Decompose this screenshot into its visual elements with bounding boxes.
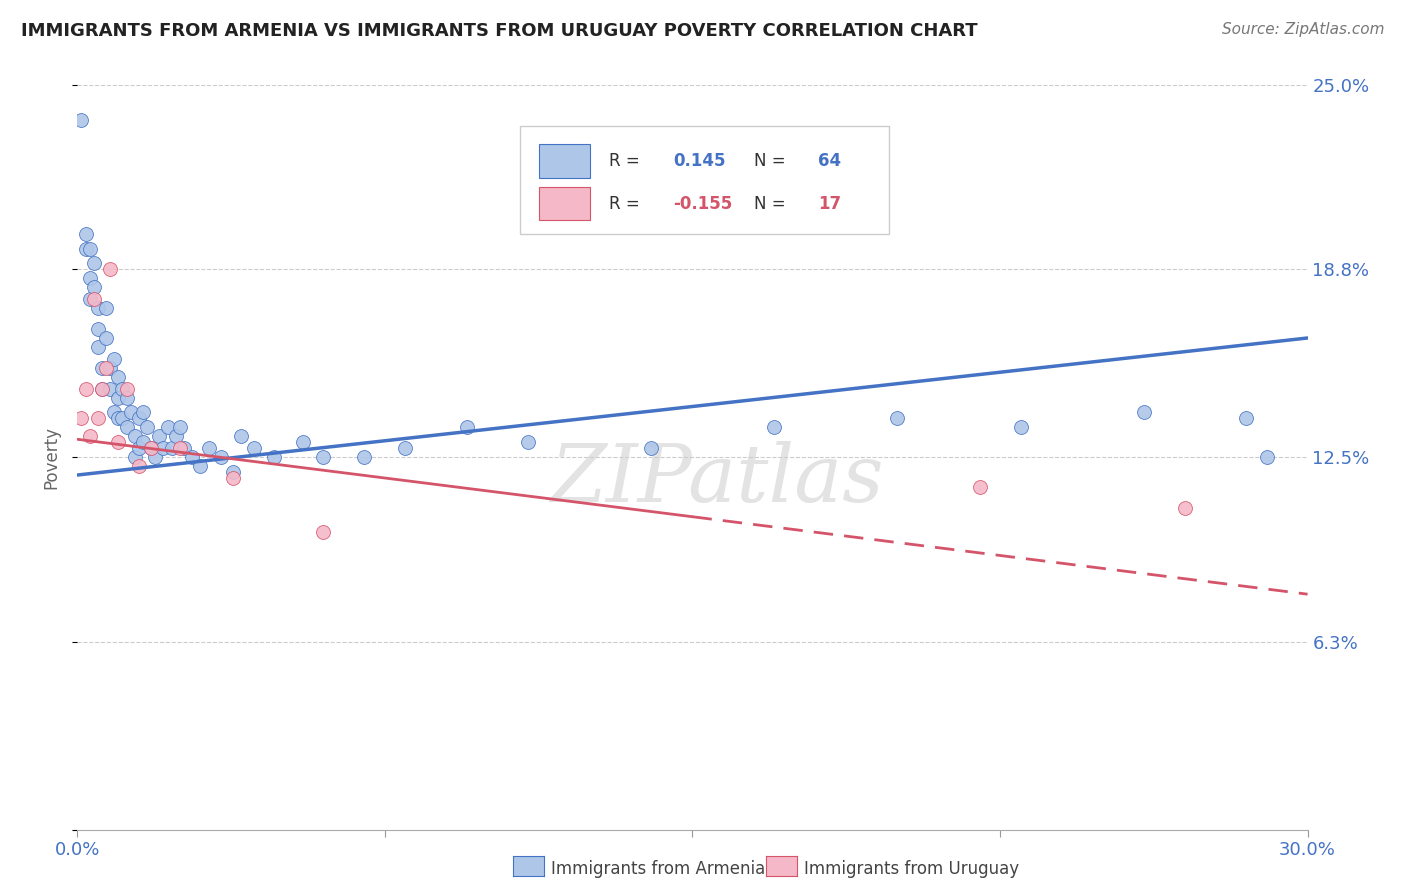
Point [128, 411, 150, 425]
Bar [538, 145, 591, 178]
Point [98, 360, 121, 375]
Point [115, 382, 138, 396]
Point [160, 441, 183, 455]
Point [156, 420, 179, 434]
Point [353, 450, 375, 464]
Point [291, 435, 314, 450]
Point [79, 429, 101, 443]
Point [75, 382, 97, 396]
Point [107, 391, 129, 405]
Point [152, 441, 174, 455]
Point [107, 435, 129, 450]
Point [124, 429, 146, 443]
Point [107, 411, 129, 425]
Point [75, 227, 97, 241]
Point [969, 480, 991, 494]
Text: 0.145: 0.145 [673, 153, 725, 170]
Point [1010, 420, 1032, 434]
Point [79, 242, 101, 256]
Point [1174, 500, 1197, 515]
Point [70, 113, 93, 128]
Point [103, 351, 125, 366]
Point [132, 435, 155, 450]
Point [173, 441, 195, 455]
Point [70, 411, 93, 425]
Text: Immigrants from Uruguay: Immigrants from Uruguay [804, 860, 1019, 878]
Point [90, 382, 114, 396]
Point [169, 420, 191, 434]
Text: IMMIGRANTS FROM ARMENIA VS IMMIGRANTS FROM URUGUAY POVERTY CORRELATION CHART: IMMIGRANTS FROM ARMENIA VS IMMIGRANTS FR… [21, 22, 977, 40]
Point [87, 322, 110, 336]
Bar [538, 186, 591, 220]
Point [1256, 450, 1278, 464]
Point [222, 465, 245, 479]
Point [83, 280, 105, 294]
Text: R =: R = [609, 195, 645, 213]
Point [188, 459, 212, 474]
Point [640, 441, 662, 455]
Point [128, 459, 150, 474]
Point [763, 420, 786, 434]
Point [79, 292, 101, 306]
Point [128, 441, 150, 455]
Point [222, 471, 245, 485]
Point [98, 382, 121, 396]
Point [517, 435, 540, 450]
Point [312, 450, 335, 464]
Point [90, 382, 114, 396]
Point [1234, 411, 1257, 425]
Point [242, 441, 264, 455]
Point [83, 256, 105, 270]
Point [87, 301, 110, 316]
Y-axis label: Poverty: Poverty [42, 425, 60, 489]
Text: 64: 64 [818, 153, 841, 170]
Text: -0.155: -0.155 [673, 195, 733, 213]
Point [141, 441, 163, 455]
Point [79, 271, 101, 285]
Point [312, 524, 335, 539]
Point [87, 340, 110, 354]
Text: N =: N = [754, 153, 790, 170]
Text: R =: R = [609, 153, 645, 170]
Point [197, 441, 219, 455]
Point [165, 429, 187, 443]
Text: N =: N = [754, 195, 790, 213]
Point [263, 450, 285, 464]
Point [132, 405, 155, 419]
Point [83, 292, 105, 306]
Point [111, 411, 134, 425]
Text: Source: ZipAtlas.com: Source: ZipAtlas.com [1222, 22, 1385, 37]
Point [394, 441, 416, 455]
Point [148, 429, 170, 443]
Point [136, 420, 159, 434]
Point [94, 301, 117, 316]
Point [456, 420, 478, 434]
Point [103, 405, 125, 419]
Point [111, 382, 134, 396]
Point [94, 360, 117, 375]
Point [231, 429, 253, 443]
Point [886, 411, 908, 425]
Text: 17: 17 [818, 195, 841, 213]
Point [143, 450, 166, 464]
Point [107, 369, 129, 384]
Point [141, 441, 163, 455]
Point [87, 411, 110, 425]
Point [75, 242, 97, 256]
Point [115, 420, 138, 434]
Point [124, 450, 146, 464]
Point [94, 331, 117, 345]
Point [169, 441, 191, 455]
Bar [520, 126, 890, 234]
Text: Immigrants from Armenia: Immigrants from Armenia [551, 860, 765, 878]
Point [90, 360, 114, 375]
Point [98, 262, 121, 277]
Point [1132, 405, 1154, 419]
Point [181, 450, 204, 464]
Point [120, 405, 142, 419]
Text: ZIPatlas: ZIPatlas [550, 441, 884, 518]
Point [209, 450, 232, 464]
Point [115, 391, 138, 405]
